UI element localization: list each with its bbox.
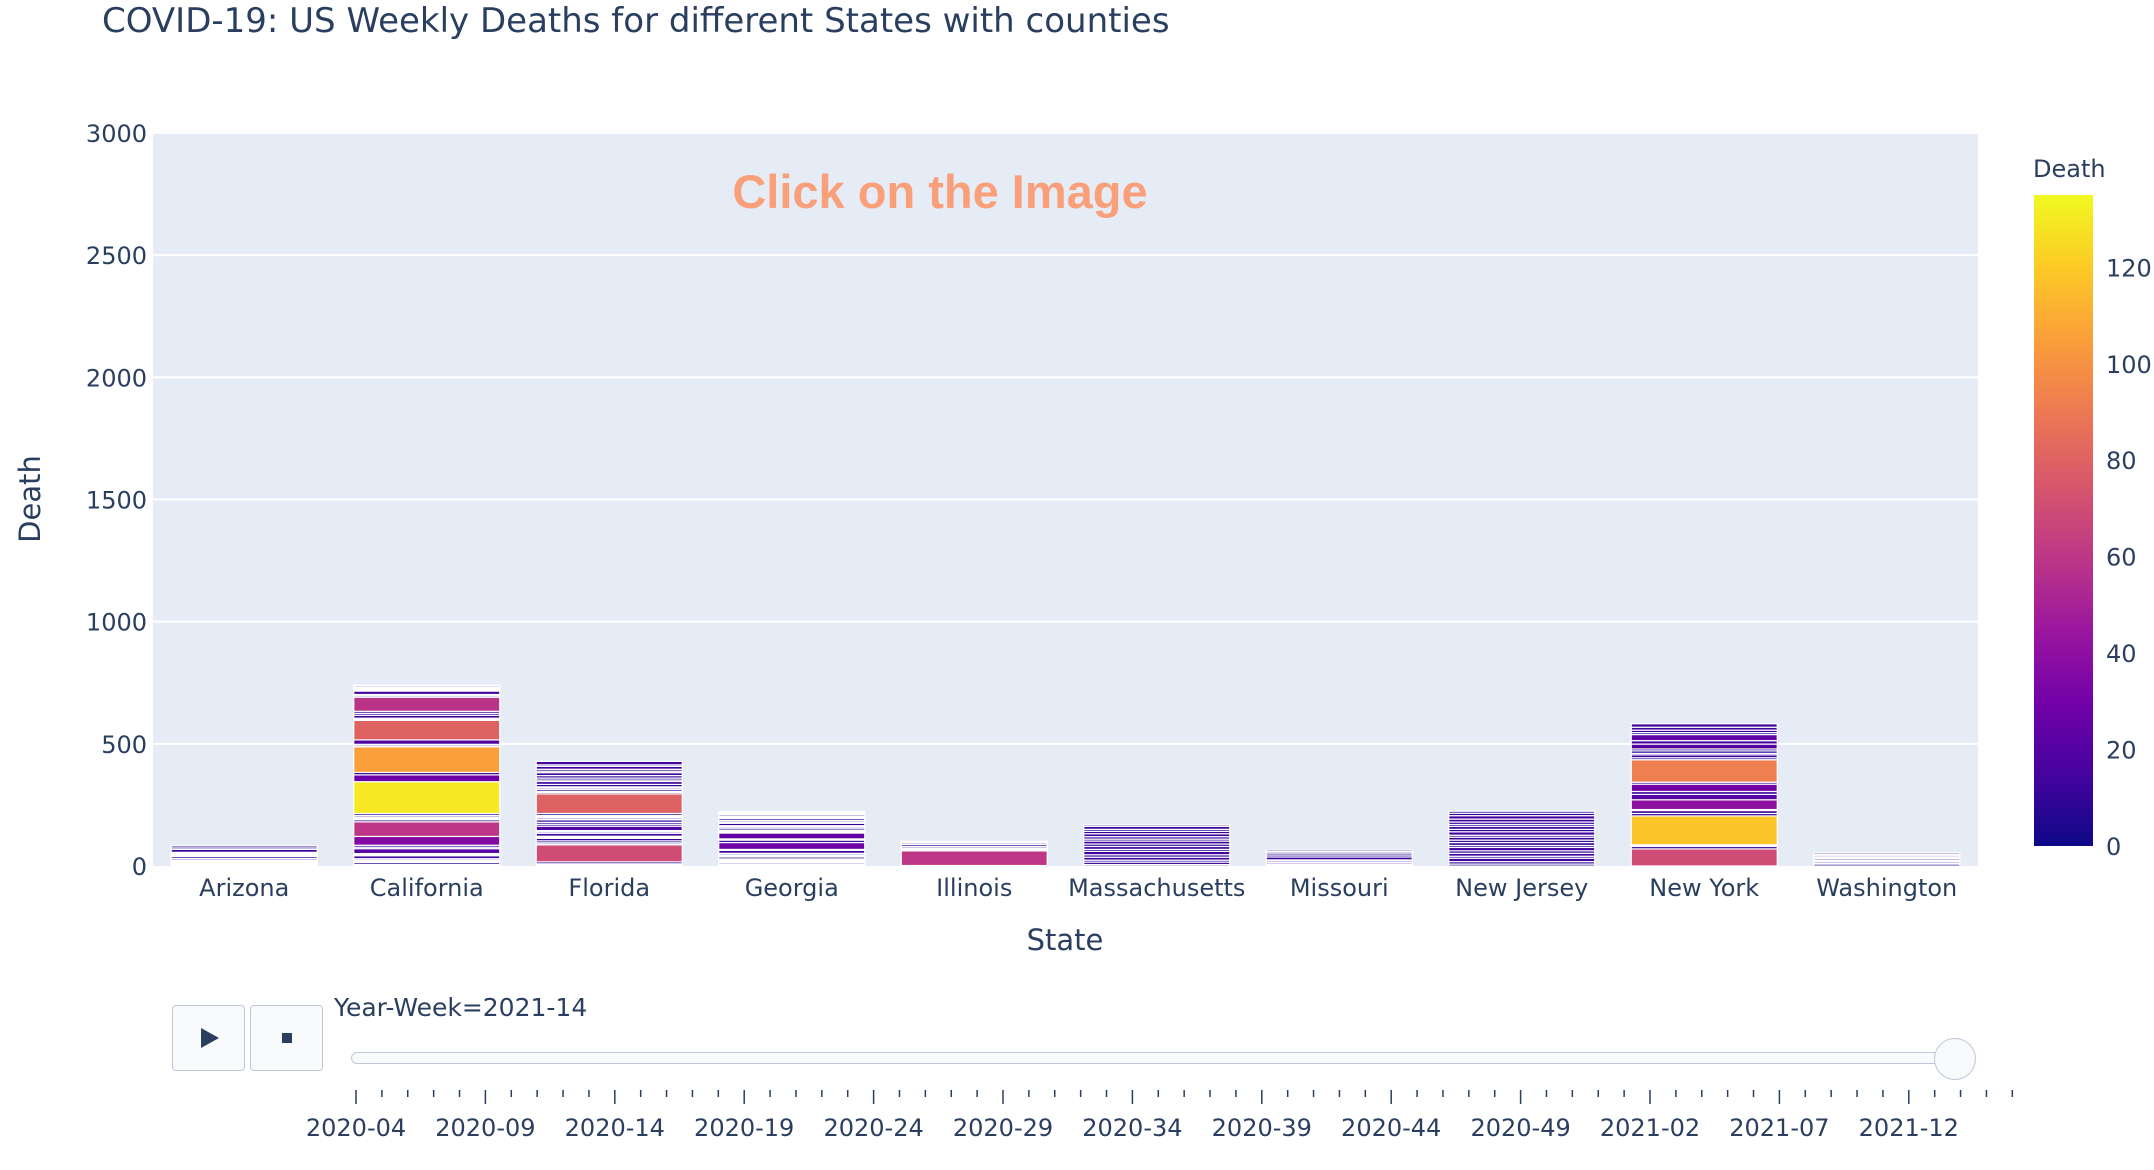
play-button[interactable]: [172, 1005, 245, 1071]
bar-segment[interactable]: [718, 810, 866, 814]
bar-segment[interactable]: [1630, 743, 1778, 750]
x-tick-label: New York: [1649, 874, 1759, 902]
colorbar-tick-label: 20: [2106, 737, 2137, 765]
slider-step-label[interactable]: 2020-49: [1470, 1114, 1570, 1142]
y-tick-label: 2000: [86, 364, 147, 392]
colorbar-tick-label: 0: [2106, 833, 2121, 861]
bar-segment[interactable]: [353, 684, 501, 687]
bar-segment[interactable]: [1265, 849, 1413, 853]
bar-segment[interactable]: [353, 821, 501, 838]
x-tick-label: Massachusetts: [1068, 874, 1245, 902]
slider-step-label[interactable]: 2020-09: [435, 1114, 535, 1142]
bar-segment[interactable]: [535, 825, 683, 832]
y-axis-title: Death: [13, 455, 47, 543]
slider-rail[interactable]: [351, 1052, 1955, 1064]
x-tick-label: Georgia: [745, 874, 839, 902]
bar-segment[interactable]: [1630, 799, 1778, 811]
bar-segment[interactable]: [1630, 733, 1778, 742]
bar-segment[interactable]: [1630, 848, 1778, 867]
stop-icon: [281, 1033, 292, 1043]
y-tick-labels: 0 500 1000 1500 2000 2500 3000: [86, 120, 147, 881]
y-tick-label: 3000: [86, 120, 147, 148]
slider-current-value: Year-Week=2021-14: [334, 993, 588, 1022]
x-tick-label: Washington: [1816, 874, 1957, 902]
x-tick-label: Missouri: [1290, 874, 1389, 902]
bar-segment[interactable]: [900, 850, 1048, 867]
colorbar-tick-label: 40: [2106, 640, 2137, 668]
x-tick-label: Illinois: [936, 874, 1012, 902]
bar-segment[interactable]: [718, 832, 866, 840]
y-tick-label: 500: [101, 731, 147, 759]
bar-segment[interactable]: [1448, 810, 1596, 814]
bar-segment[interactable]: [353, 719, 501, 741]
slider-handle[interactable]: [1934, 1038, 1976, 1080]
bars[interactable]: [170, 684, 1961, 867]
bar-segment[interactable]: [170, 845, 318, 849]
slider-step-label[interactable]: 2020-04: [306, 1114, 406, 1142]
x-tick-label: California: [370, 874, 484, 902]
y-tick-label: 1500: [86, 487, 147, 515]
bar-segment[interactable]: [535, 760, 683, 766]
stop-button[interactable]: [250, 1005, 323, 1071]
bar-segment[interactable]: [1813, 852, 1961, 855]
x-tick-label: New Jersey: [1455, 874, 1588, 902]
x-tick-label: Arizona: [199, 874, 289, 902]
bar-segment[interactable]: [353, 746, 501, 774]
bar-segment[interactable]: [1630, 783, 1778, 793]
x-axis-title: State: [1027, 923, 1104, 957]
bar-segment[interactable]: [718, 841, 866, 850]
bar-segment[interactable]: [353, 835, 501, 846]
bar-segment[interactable]: [535, 793, 683, 815]
bar-segment[interactable]: [353, 696, 501, 712]
colorbar: [2034, 195, 2093, 846]
colorbar-tick-label: 100: [2106, 351, 2152, 379]
x-tick-labels: Arizona California Florida Georgia Illinois M…: [199, 874, 1957, 902]
slider-step-label[interactable]: 2020-14: [565, 1114, 665, 1142]
slider-step-label[interactable]: 2020-39: [1212, 1114, 1312, 1142]
colorbar-tick-label: 80: [2106, 447, 2137, 475]
play-icon: [200, 1028, 219, 1048]
bar-segment[interactable]: [1630, 723, 1778, 728]
colorbar-tick-labels: 0 20 40 60 80 100 120: [2106, 254, 2152, 861]
bar-segment[interactable]: [535, 844, 683, 863]
chart-title: COVID-19: US Weekly Deaths for different…: [102, 1, 1170, 41]
slider-step-label[interactable]: 2020-34: [1082, 1114, 1182, 1142]
bar-segment[interactable]: [1630, 759, 1778, 783]
bar-segment[interactable]: [353, 848, 501, 855]
colorbar-tick-label: 120: [2106, 254, 2152, 282]
click-annotation[interactable]: Click on the Image: [732, 165, 1147, 218]
slider-step-label[interactable]: 2020-44: [1341, 1114, 1441, 1142]
x-tick-label: Florida: [568, 874, 650, 902]
slider-step-label[interactable]: 2020-24: [823, 1114, 923, 1142]
slider-step-label[interactable]: 2020-29: [953, 1114, 1053, 1142]
bar-segment[interactable]: [353, 774, 501, 783]
slider-tick-marks: 2020-04 2020-09 2020-14 2020-19 2020-24 2020-…: [306, 1090, 2014, 1142]
y-tick-label: 1000: [86, 609, 147, 637]
slider-step-label[interactable]: 2020-19: [694, 1114, 794, 1142]
bar-segment[interactable]: [1630, 793, 1778, 801]
colorbar-tick-label: 60: [2106, 544, 2137, 572]
colorbar-title: Death: [2033, 155, 2106, 183]
bar-segment[interactable]: [353, 781, 501, 815]
bar-segment[interactable]: [353, 739, 501, 745]
slider-step-label[interactable]: 2021-12: [1859, 1114, 1959, 1142]
slider-step-label[interactable]: 2021-07: [1729, 1114, 1829, 1142]
slider-step-label[interactable]: 2021-02: [1600, 1114, 1700, 1142]
bar-segment[interactable]: [1083, 824, 1231, 828]
bar-segment[interactable]: [900, 840, 1048, 843]
bar-segment[interactable]: [1630, 815, 1778, 846]
y-tick-label: 0: [132, 853, 147, 881]
y-tick-label: 2500: [86, 242, 147, 270]
